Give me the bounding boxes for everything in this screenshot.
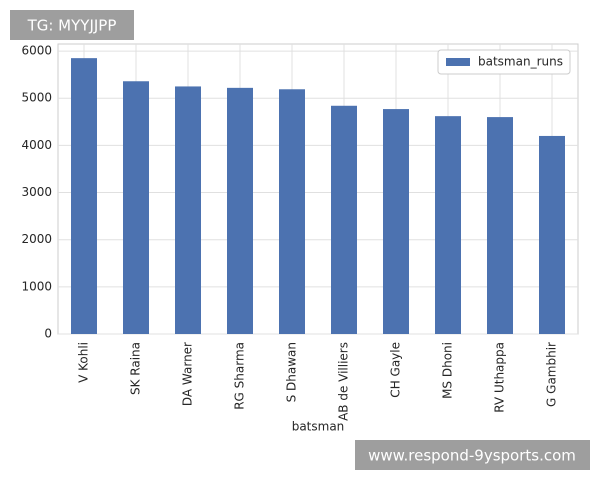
bar <box>435 116 461 335</box>
watermark-box <box>355 440 590 470</box>
x-tick-label: RG Sharma <box>233 342 247 410</box>
x-tick-label: DA Warner <box>181 342 195 406</box>
watermark: www.respond-9ysports.com <box>368 447 576 465</box>
bar <box>123 81 149 334</box>
y-tick-label: 3000 <box>21 185 52 199</box>
x-tick-label: MS Dhoni <box>441 342 455 399</box>
bar <box>331 105 357 334</box>
y-tick-label: 1000 <box>21 279 52 293</box>
y-tick-label: 2000 <box>21 232 52 246</box>
y-tick-label: 0 <box>44 327 52 341</box>
watermark-box <box>10 10 134 40</box>
x-axis-label: batsman <box>292 420 345 434</box>
x-tick-label: RV Uthappa <box>493 342 507 413</box>
x-tick-label: V Kohli <box>77 342 91 383</box>
x-tick-label: SK Raina <box>129 342 143 395</box>
y-tick-label: 4000 <box>21 138 52 152</box>
x-tick-label: CH Gayle <box>389 342 403 398</box>
legend-swatch <box>446 58 470 66</box>
watermark: TG: MYYJJPP <box>27 17 117 35</box>
bar <box>71 58 97 335</box>
bar <box>487 117 513 334</box>
legend-box <box>437 49 571 75</box>
bar <box>227 87 253 334</box>
bar <box>175 86 201 334</box>
legend-label: batsman_runs <box>478 55 563 69</box>
y-tick-label: 6000 <box>21 44 52 58</box>
bar <box>539 135 565 334</box>
x-tick-label: AB de Villiers <box>337 342 351 421</box>
bar <box>383 109 409 334</box>
y-tick-label: 5000 <box>21 91 52 105</box>
bar <box>279 89 305 334</box>
x-tick-label: S Dhawan <box>285 342 299 402</box>
x-tick-label: G Gambhir <box>545 342 559 407</box>
